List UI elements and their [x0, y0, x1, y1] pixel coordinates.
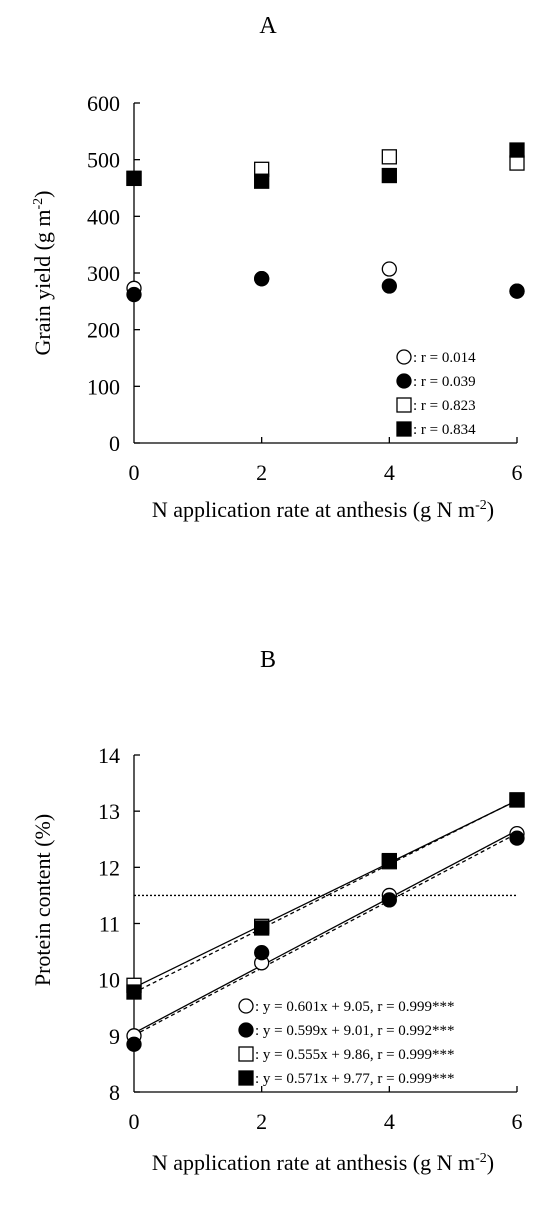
panel-a-x-axis-label-sup: -2 [475, 498, 487, 513]
panel-b-legend-marker-filled-square [238, 1070, 254, 1086]
panel-b-x-tick-label: 6 [512, 1109, 523, 1134]
panel-a-point-filled-circle [509, 283, 525, 299]
panel-a-y-axis-label-close: ) [30, 190, 55, 197]
panel-b-letter: B [260, 647, 276, 673]
panel-a-legend-marker-open-square [396, 397, 412, 413]
panel-b-x-axis-label-sup: -2 [475, 1151, 487, 1166]
panel-a-legend: : r = 0.014 : r = 0.039 : r = 0.823 : r = 0… [396, 349, 476, 438]
panel-b-regression-lines [133, 799, 518, 1036]
panel-a-y-axis-label-text: Grain yield (g m [30, 209, 55, 355]
panel-b-legend-marker-open-circle [238, 998, 254, 1014]
panel-a-legend-marker-filled-square [396, 421, 412, 437]
panel-b-point-filled-square [509, 792, 525, 808]
panel-b-data-points [126, 792, 525, 1052]
panel-b-legend-label: : y = 0.555x + 9.86, r = 0.999*** [255, 1047, 455, 1063]
panel-a-point-filled-square [126, 170, 142, 187]
panel-b-point-filled-square [254, 920, 270, 936]
panel-b: B 8 9 10 11 12 13 14 0 2 4 6 : y = 0.601x + 9.05, … [30, 647, 525, 1175]
panel-b-legend-marker-filled-circle [238, 1022, 254, 1038]
panel-a-x-axis-title: N application rate at anthesis (g N m-2) [152, 497, 494, 522]
panel-a-y-tick-label: 200 [87, 318, 120, 343]
panel-a-y-tick-label: 500 [87, 148, 120, 173]
panel-a-y-tick-label: 400 [87, 204, 120, 229]
panel-a-x-tick-label: 6 [512, 460, 523, 485]
panel-b-legend: : y = 0.601x + 9.05, r = 0.999*** : y = 0… [238, 998, 455, 1087]
panel-b-x-axis-title: N application rate at anthesis (g N m-2) [152, 1150, 494, 1175]
panel-a-x-tick-label: 4 [384, 460, 395, 485]
panel-a-axes: 0 100 200 300 400 500 600 0 2 4 6 [87, 91, 523, 485]
panel-a-data-points [126, 142, 525, 303]
panel-a-y-tick-label: 0 [109, 431, 120, 456]
panel-b-y-tick-label: 13 [98, 799, 120, 824]
panel-a-point-filled-square [509, 142, 525, 158]
panel-a-point-open-square [509, 155, 525, 171]
panel-a-y-tick-label: 600 [87, 91, 120, 116]
panel-a-point-open-circle [381, 261, 397, 277]
panel-a-y-tick-label: 300 [87, 261, 120, 286]
panel-b-y-tick-label: 11 [99, 912, 120, 937]
panel-a-legend-label: : r = 0.039 [413, 374, 476, 390]
panel-b-x-tick-label: 0 [129, 1109, 140, 1134]
panel-b-legend-label: : y = 0.599x + 9.01, r = 0.992*** [255, 1023, 455, 1039]
panel-a-legend-label: : r = 0.014 [413, 350, 476, 366]
panel-a-legend-marker-filled-circle [396, 373, 412, 389]
panel-b-legend-marker-open-square [238, 1046, 254, 1062]
panel-b-x-tick-label: 2 [256, 1109, 267, 1134]
panel-b-y-tick-label: 12 [98, 855, 120, 880]
panel-b-y-tick-label: 8 [109, 1080, 120, 1105]
panel-b-y-axis-title: Protein content (%) [30, 814, 55, 986]
panel-a-point-filled-circle [381, 278, 397, 294]
panel-b-legend-label: : y = 0.571x + 9.77, r = 0.999*** [255, 1071, 455, 1087]
panel-b-regression-line-filled-circle [133, 832, 518, 1036]
panel-b-point-filled-circle [381, 892, 397, 908]
panel-b-y-tick-label: 9 [109, 1024, 120, 1049]
panel-a-x-axis-label-text: N application rate at anthesis (g N m [152, 497, 475, 522]
panel-a-x-tick-label: 2 [256, 460, 267, 485]
panel-a-point-filled-circle [126, 286, 142, 303]
panel-a-y-axis-label-sup: -2 [31, 198, 46, 210]
panel-b-point-filled-circle [126, 1036, 142, 1052]
panel-b-point-filled-square [381, 852, 397, 869]
panel-b-point-filled-circle [254, 945, 270, 961]
panel-a-point-filled-square [254, 173, 270, 189]
panel-a-legend-label: : r = 0.834 [413, 422, 476, 438]
panel-a-x-axis-label-close: ) [487, 497, 494, 522]
panel-a-letter: A [259, 13, 277, 39]
panel-b-x-tick-label: 4 [384, 1109, 395, 1134]
panel-a-point-open-square [381, 149, 397, 165]
panel-b-regression-line-open-circle [133, 829, 518, 1034]
panel-b-point-filled-circle [509, 830, 525, 846]
panel-a-y-axis-title: Grain yield (g m-2) [30, 190, 55, 355]
panel-b-x-axis-label-close: ) [487, 1150, 494, 1175]
panel-a-y-tick-label: 100 [87, 374, 120, 399]
panel-b-y-tick-label: 14 [98, 743, 120, 768]
panel-b-y-tick-label: 10 [98, 968, 120, 993]
panel-b-regression-line-filled-square [133, 799, 518, 994]
panel-a-point-filled-square [381, 167, 397, 184]
panel-a-legend-marker-open-circle [396, 349, 412, 365]
panel-b-point-filled-square [126, 984, 142, 1000]
panel-b-x-axis-label-text: N application rate at anthesis (g N m [152, 1150, 475, 1175]
panel-b-legend-label: : y = 0.601x + 9.05, r = 0.999*** [255, 999, 455, 1015]
panel-a-point-filled-circle [254, 271, 270, 287]
panel-a-legend-label: : r = 0.823 [413, 398, 476, 414]
panel-a-x-tick-label: 0 [129, 460, 140, 485]
